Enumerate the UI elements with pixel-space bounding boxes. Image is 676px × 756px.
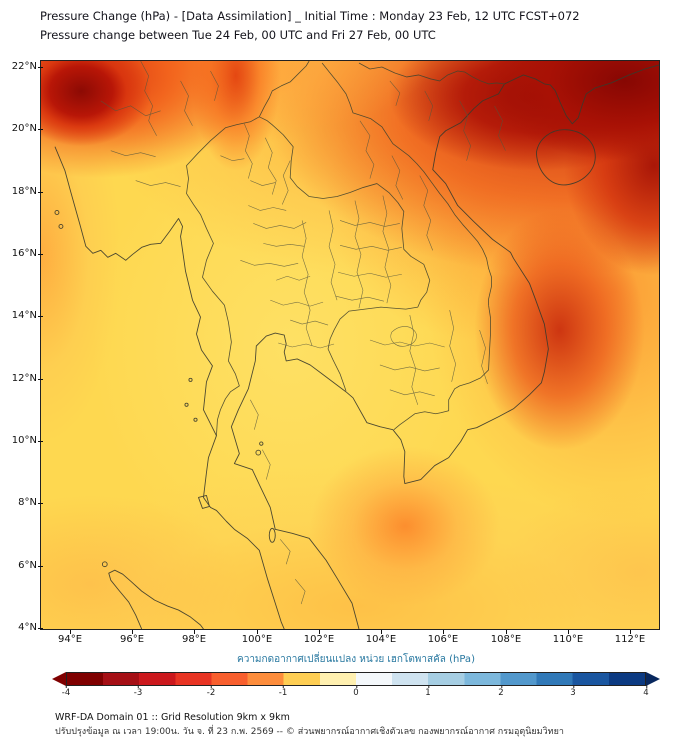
colorbar-tick-label: -1 bbox=[278, 685, 288, 698]
lon-tick-label: 102°E bbox=[297, 630, 341, 645]
lat-tick-label: 20°N bbox=[3, 123, 43, 135]
lon-tick-label: 112°E bbox=[608, 630, 652, 645]
colorbar-tick-label: 1 bbox=[425, 685, 431, 698]
map-frame bbox=[40, 60, 660, 630]
lon-tick-label: 110°E bbox=[546, 630, 590, 645]
lon-tick-label: 106°E bbox=[421, 630, 465, 645]
coastline bbox=[54, 64, 659, 629]
lat-tick-label: 10°N bbox=[3, 435, 43, 447]
lon-tick-label: 94°E bbox=[48, 630, 92, 645]
chart-titles: Pressure Change (hPa) - [Data Assimilati… bbox=[40, 7, 580, 45]
colorbar-tick-label: 3 bbox=[570, 685, 576, 698]
lat-tick-label: 8°N bbox=[3, 497, 43, 509]
colorbar-left-arrow-icon bbox=[52, 672, 66, 686]
lon-tick-label: 100°E bbox=[235, 630, 279, 645]
colorbar-tick-label: -4 bbox=[61, 685, 71, 698]
colorbar-tick-label: -3 bbox=[133, 685, 143, 698]
lon-tick-label: 104°E bbox=[359, 630, 403, 645]
colorbar-right-arrow-icon bbox=[646, 672, 660, 686]
lon-tick-label: 108°E bbox=[484, 630, 528, 645]
colorbar-gradient bbox=[66, 672, 646, 686]
colorbar-tick-label: 2 bbox=[498, 685, 504, 698]
lat-tick-label: 18°N bbox=[3, 186, 43, 198]
colorbar-tick-label: 4 bbox=[643, 685, 649, 698]
lat-tick-label: 22°N bbox=[3, 61, 43, 73]
pressure-change-field bbox=[41, 61, 659, 629]
province-borders bbox=[100, 61, 506, 605]
lat-tick-label: 14°N bbox=[3, 310, 43, 322]
colorbar-title: ความกดอากาศเปลี่ยนแปลง หน่วย เฮกโตพาสคัล… bbox=[237, 654, 475, 665]
colorbar-tick-label: -2 bbox=[206, 685, 216, 698]
footer: WRF-DA Domain 01 :: Grid Resolution 9km … bbox=[55, 711, 564, 739]
footer-update-info: ปรับปรุงข้อมูล ณ เวลา 19:00น. วัน จ. ที่… bbox=[55, 727, 564, 737]
lat-tick-label: 16°N bbox=[3, 248, 43, 260]
title-line-1: Pressure Change (hPa) - [Data Assimilati… bbox=[40, 9, 580, 23]
footer-domain-info: WRF-DA Domain 01 :: Grid Resolution 9km … bbox=[55, 712, 290, 723]
lat-tick-label: 12°N bbox=[3, 373, 43, 385]
colorbar: -4 -3 -2 -1 0 1 2 3 4 bbox=[52, 668, 660, 702]
lat-tick-label: 6°N bbox=[3, 560, 43, 572]
title-line-2: Pressure change between Tue 24 Feb, 00 U… bbox=[40, 28, 436, 42]
geo-borders bbox=[54, 61, 659, 629]
lat-tick-label: 4°N bbox=[3, 622, 43, 634]
colorbar-tick-label: 0 bbox=[353, 685, 359, 698]
lon-tick-label: 96°E bbox=[110, 630, 154, 645]
country-borders bbox=[186, 61, 505, 436]
lon-tick-label: 98°E bbox=[172, 630, 216, 645]
